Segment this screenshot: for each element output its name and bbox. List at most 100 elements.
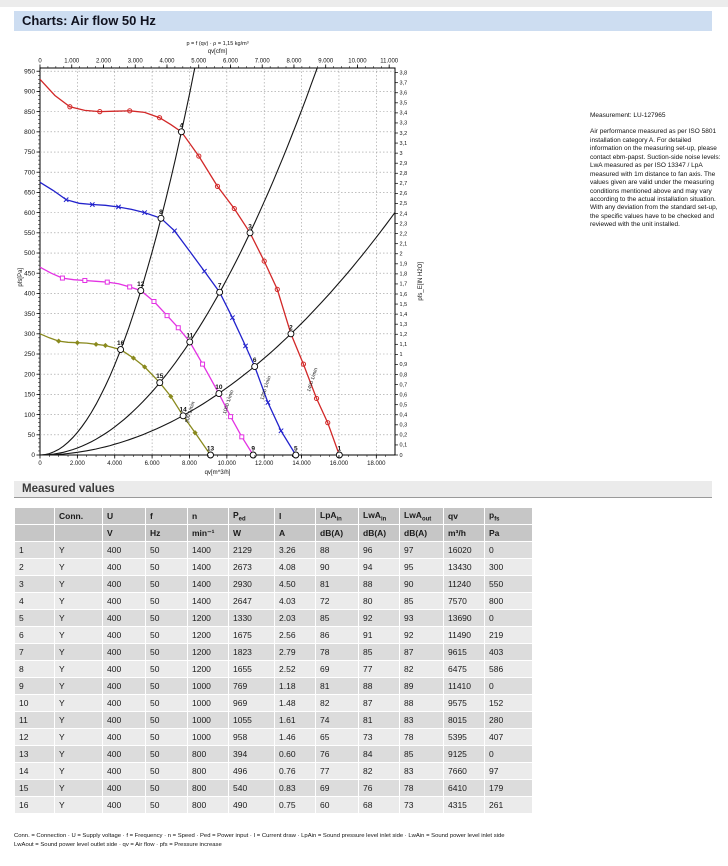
data-marker-x <box>242 343 249 349</box>
data-marker-square <box>104 279 110 285</box>
data-marker-square <box>228 414 234 420</box>
cell: 65 <box>316 729 358 745</box>
cell: 88 <box>359 678 399 694</box>
cell: 550 <box>485 576 532 592</box>
table-row: 11 Y 400 50 1000 1055 1.61 74 81 83 8015 280 <box>15 712 532 728</box>
cell: 50 <box>146 661 187 677</box>
data-marker-circle-dot <box>158 117 161 119</box>
data-marker-diamond <box>142 364 148 370</box>
axis-tick-label: 2,1 <box>400 241 408 247</box>
cell: 78 <box>400 780 443 796</box>
operating-point-number: 3 <box>248 223 252 230</box>
axis-tick-label: 150 <box>24 392 35 399</box>
cell: 11490 <box>444 627 484 643</box>
cell: 6410 <box>444 780 484 796</box>
cell: 69 <box>316 661 358 677</box>
row-number: 3 <box>15 576 54 592</box>
operating-point-number: 12 <box>137 281 145 288</box>
cell: 800 <box>188 763 228 779</box>
row-number: 8 <box>15 661 54 677</box>
measurement-id: Measurement: LU-127965 <box>590 112 666 119</box>
axis-tick-label: 700 <box>24 169 35 176</box>
cell: 76 <box>316 746 358 762</box>
row-number: 7 <box>15 644 54 660</box>
cell: Y <box>55 712 102 728</box>
cell: 2.56 <box>275 627 315 643</box>
operating-point <box>246 229 254 237</box>
cell: 7570 <box>444 593 484 609</box>
column-header-lpain: LpAin <box>316 508 358 524</box>
data-marker-x <box>265 399 271 406</box>
data-marker-circle-dot <box>315 397 318 400</box>
cell: Y <box>55 576 102 592</box>
axis-tick-label: 250 <box>24 351 35 358</box>
cell: 400 <box>103 729 145 745</box>
operating-point <box>215 390 223 398</box>
cell: Y <box>55 644 102 660</box>
cell: 969 <box>229 695 274 711</box>
bottom-axis-label: qv[m^3/h] <box>205 470 231 476</box>
row-number: 5 <box>15 610 54 626</box>
row-number: 16 <box>15 797 54 813</box>
cell: 1000 <box>188 695 228 711</box>
cell: 0 <box>485 746 532 762</box>
cell: Y <box>55 610 102 626</box>
cell: Y <box>55 593 102 609</box>
cell: 4315 <box>444 797 484 813</box>
table-row: 10 Y 400 50 1000 969 1.48 82 87 88 9575 152 <box>15 695 532 711</box>
data-marker-x <box>229 315 236 321</box>
cell: 400 <box>103 593 145 609</box>
cell: 72 <box>316 593 358 609</box>
data-marker-diamond <box>74 340 80 346</box>
axis-tick-label: 2 <box>400 252 403 258</box>
column-unit: dB(A) <box>316 525 358 541</box>
axis-tick-label: 0,3 <box>400 423 408 429</box>
operating-point <box>117 346 125 354</box>
cell: 50 <box>146 644 187 660</box>
table-row: 4 Y 400 50 1400 2647 4.03 72 80 85 7570 800 <box>15 593 532 609</box>
cell: 50 <box>146 695 187 711</box>
cell: 1400 <box>188 542 228 558</box>
axis-tick-label: 1,4 <box>400 312 408 318</box>
cell: 0 <box>485 678 532 694</box>
operating-point <box>179 412 187 420</box>
cell: 400 <box>103 627 145 643</box>
operating-point <box>216 288 224 296</box>
table-row: 2 Y 400 50 1400 2673 4.08 90 94 95 13430 300 <box>15 559 532 575</box>
data-marker-x <box>201 268 207 274</box>
cell: 88 <box>359 576 399 592</box>
cell: 78 <box>400 729 443 745</box>
axis-tick-label: 9.000 <box>318 59 334 65</box>
axis-tick-label: 0 <box>38 461 42 467</box>
axis-tick-label: 8.000 <box>182 461 198 467</box>
data-marker-square <box>151 298 157 304</box>
row-number: 13 <box>15 746 54 762</box>
axis-tick-label: 1 <box>400 352 403 358</box>
cell: 1823 <box>229 644 274 660</box>
cell: 50 <box>146 576 187 592</box>
column-header-f: f <box>146 508 187 524</box>
table-row: 12 Y 400 50 1000 958 1.46 65 73 78 5395 407 <box>15 729 532 745</box>
cell: 94 <box>359 559 399 575</box>
data-marker-circle-dot <box>276 288 278 290</box>
column-unit: m³/h <box>444 525 484 541</box>
cell: 60 <box>316 797 358 813</box>
cell: 400 <box>103 610 145 626</box>
cell: 13430 <box>444 559 484 575</box>
column-header-i: I <box>275 508 315 524</box>
cell: 88 <box>400 695 443 711</box>
cell: 50 <box>146 559 187 575</box>
column-unit <box>55 525 102 541</box>
column-unit: V <box>103 525 145 541</box>
axis-tick-label: 3,3 <box>400 121 408 127</box>
axis-tick-label: 1,1 <box>400 342 408 348</box>
data-marker-circle <box>300 361 307 367</box>
table-footnote: Conn. = Connection · U = Supply voltage … <box>14 832 720 851</box>
axis-tick-label: 1,6 <box>400 292 408 298</box>
axis-tick-label: 11.000 <box>380 59 399 65</box>
axis-tick-label: 0,1 <box>400 443 408 449</box>
cell: 0 <box>485 542 532 558</box>
cell: Y <box>55 678 102 694</box>
axis-tick-label: 6.000 <box>145 461 161 467</box>
